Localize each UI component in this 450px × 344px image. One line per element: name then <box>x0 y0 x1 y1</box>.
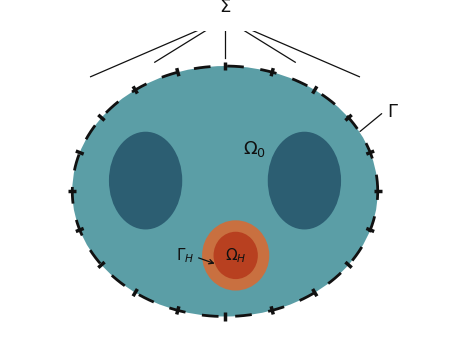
Ellipse shape <box>214 232 258 279</box>
Ellipse shape <box>109 132 182 229</box>
Text: $\Gamma_H$: $\Gamma_H$ <box>176 246 194 265</box>
Ellipse shape <box>202 220 269 291</box>
Ellipse shape <box>268 132 341 229</box>
Ellipse shape <box>72 66 378 316</box>
Text: $\Omega_0$: $\Omega_0$ <box>243 139 266 159</box>
Text: $\Sigma$: $\Sigma$ <box>219 0 231 15</box>
Text: $\Omega_H$: $\Omega_H$ <box>225 246 247 265</box>
Text: $\Gamma$: $\Gamma$ <box>387 103 399 121</box>
